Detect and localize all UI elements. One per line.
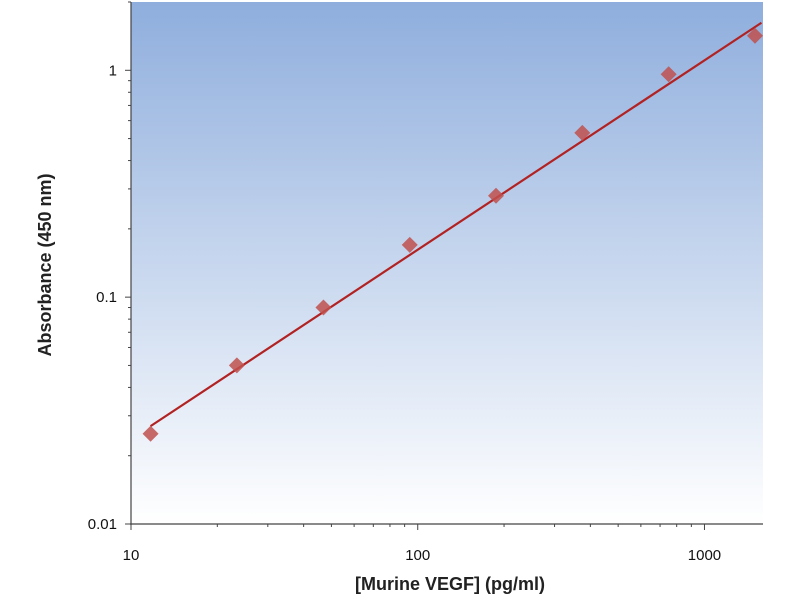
data-point — [228, 357, 245, 374]
data-point — [574, 124, 591, 141]
x-tick-label: 100 — [405, 547, 430, 564]
fit-line-group — [149, 21, 763, 428]
y-tick-label: 0.01 — [88, 516, 117, 533]
y-tick-label: 0.1 — [96, 289, 117, 306]
data-point — [315, 299, 332, 316]
y-tick-label: 1 — [109, 62, 117, 79]
x-axis-label: [Murine VEGF] (pg/ml) — [355, 574, 545, 594]
plot-area — [131, 2, 763, 524]
data-point — [488, 187, 505, 204]
data-points — [142, 27, 763, 442]
tick-labels: 10 100 1000 0.01 0.1 1 — [88, 62, 721, 564]
data-point — [142, 425, 159, 442]
data-point — [746, 27, 763, 44]
data-point — [660, 66, 677, 83]
y-axis-label: Absorbance (450 nm) — [35, 173, 55, 356]
x-tick-label: 10 — [123, 547, 140, 564]
data-point — [401, 236, 418, 253]
axes — [125, 1, 763, 530]
x-tick-label: 1000 — [688, 547, 721, 564]
fit-line — [149, 21, 763, 428]
